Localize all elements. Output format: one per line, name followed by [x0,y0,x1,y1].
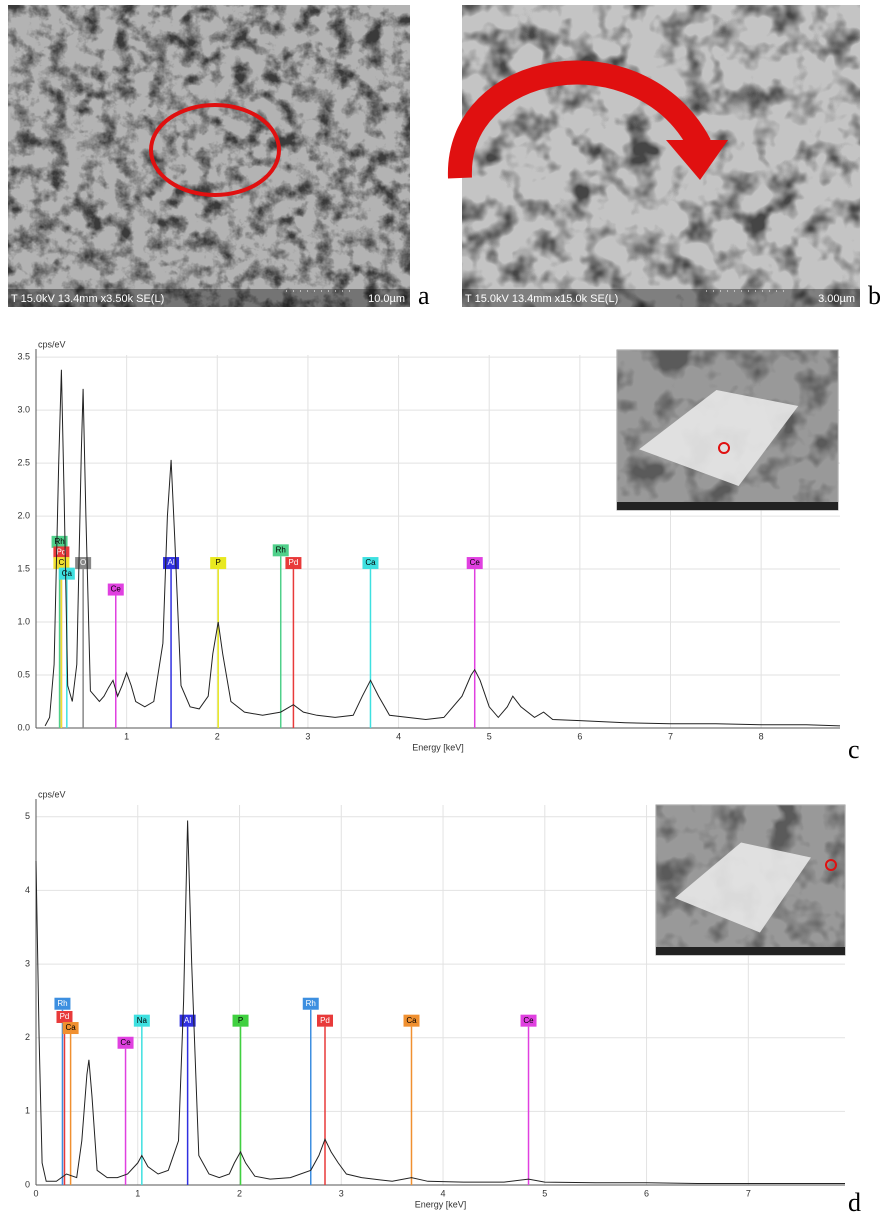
element-label: Pd [56,548,66,557]
x-tick-label: 2 [215,731,220,741]
x-tick-label: 0 [33,1188,38,1198]
y-tick-label: 3.0 [17,404,30,414]
element-label: P [216,558,221,567]
inset-crystal [639,390,799,486]
y-tick-label: 1 [25,1106,30,1116]
sem-scale: 3.00µm [818,293,855,305]
y-tick-label: 0 [25,1179,30,1189]
element-label: Ca [65,1023,76,1032]
element-tag [232,1014,249,1027]
element-label: Ce [111,585,122,594]
x-tick-label: 1 [135,1188,140,1198]
y-tick-label: 2.0 [17,510,30,520]
element-tag [133,1014,150,1027]
y-axis-label: cps/eV [38,339,66,349]
element-tag [58,567,75,580]
element-label: Ca [62,569,73,578]
element-tag [466,557,483,570]
element-tag [163,557,180,570]
x-axis-label: Energy [keV] [415,1199,467,1209]
y-tick-label: 1.5 [17,563,30,573]
x-tick-label: 5 [487,731,492,741]
inset-crystal [674,842,811,933]
element-tag [210,557,227,570]
element-tag [56,1010,73,1023]
y-tick-label: 5 [25,811,30,821]
element-label: Rh [54,537,64,546]
element-tag [117,1036,134,1049]
element-label: Na [137,1016,148,1025]
element-tag [179,1014,196,1027]
x-tick-label: 1 [124,731,129,741]
element-label: Rh [57,999,67,1008]
element-label: Ca [406,1016,417,1025]
element-label: O [80,558,86,567]
x-tick-label: 7 [668,731,673,741]
element-label: Al [184,1016,191,1025]
element-tag [302,997,319,1010]
element-label: Ce [470,558,481,567]
element-label: Rh [306,999,316,1008]
sem-info: T 15.0kV 13.4mm x15.0k SE(L) [465,293,618,305]
sem-image-b: T 15.0kV 13.4mm x15.0k SE(L) 3.00µm [447,5,860,307]
x-tick-label: 7 [746,1188,751,1198]
y-tick-label: 2.5 [17,457,30,467]
y-tick-label: 0.0 [17,722,30,732]
element-label: Al [167,558,174,567]
spectrum [44,369,841,727]
x-tick-label: 3 [339,1188,344,1198]
y-tick-label: 0.5 [17,669,30,679]
panel-letter: b [868,281,881,310]
element-label: P [238,1016,243,1025]
element-tag [54,997,71,1010]
element-label: Rh [276,545,286,554]
element-tag [403,1014,420,1027]
x-tick-label: 3 [305,731,310,741]
element-label: Ca [365,558,376,567]
y-tick-label: 1.0 [17,616,30,626]
x-tick-label: 4 [441,1188,446,1198]
x-axis-label: Energy [keV] [412,742,464,752]
x-tick-label: 2 [237,1188,242,1198]
sem-info: T 15.0kV 13.4mm x3.50k SE(L) [11,293,164,305]
panel-letter: c [848,735,860,764]
inset-bar [617,502,838,510]
element-label: Pd [60,1012,70,1021]
element-tag [51,535,68,548]
y-tick-label: 3 [25,958,30,968]
x-tick-label: 6 [644,1188,649,1198]
element-label: Ce [523,1016,534,1025]
y-tick-label: 4 [25,885,30,895]
sem-image-a: T 15.0kV 13.4mm x3.50k SE(L) 10.0µm [8,5,410,307]
x-tick-label: 6 [577,731,582,741]
element-label: Pd [289,558,299,567]
panel-letter: d [848,1188,861,1217]
y-axis-label: cps/eV [38,789,66,799]
element-tag [520,1014,537,1027]
inset-bar [656,947,845,955]
probe-spot [718,442,730,454]
element-tag [285,557,302,570]
element-tag [317,1014,334,1027]
y-tick-label: 2 [25,1032,30,1042]
x-tick-label: 8 [759,731,764,741]
panel-letter: a [418,281,430,310]
spectrum [35,820,845,1184]
element-tag [362,557,379,570]
element-label: Pd [320,1016,330,1025]
y-tick-label: 3.5 [17,351,30,361]
element-label: Ce [120,1038,131,1047]
x-tick-label: 5 [542,1188,547,1198]
sem-scale: 10.0µm [368,293,405,305]
element-tag [107,583,124,596]
element-tag [272,544,289,557]
probe-spot [825,859,837,871]
element-label: C [58,558,64,567]
x-tick-label: 4 [396,731,401,741]
element-tag [62,1022,79,1035]
